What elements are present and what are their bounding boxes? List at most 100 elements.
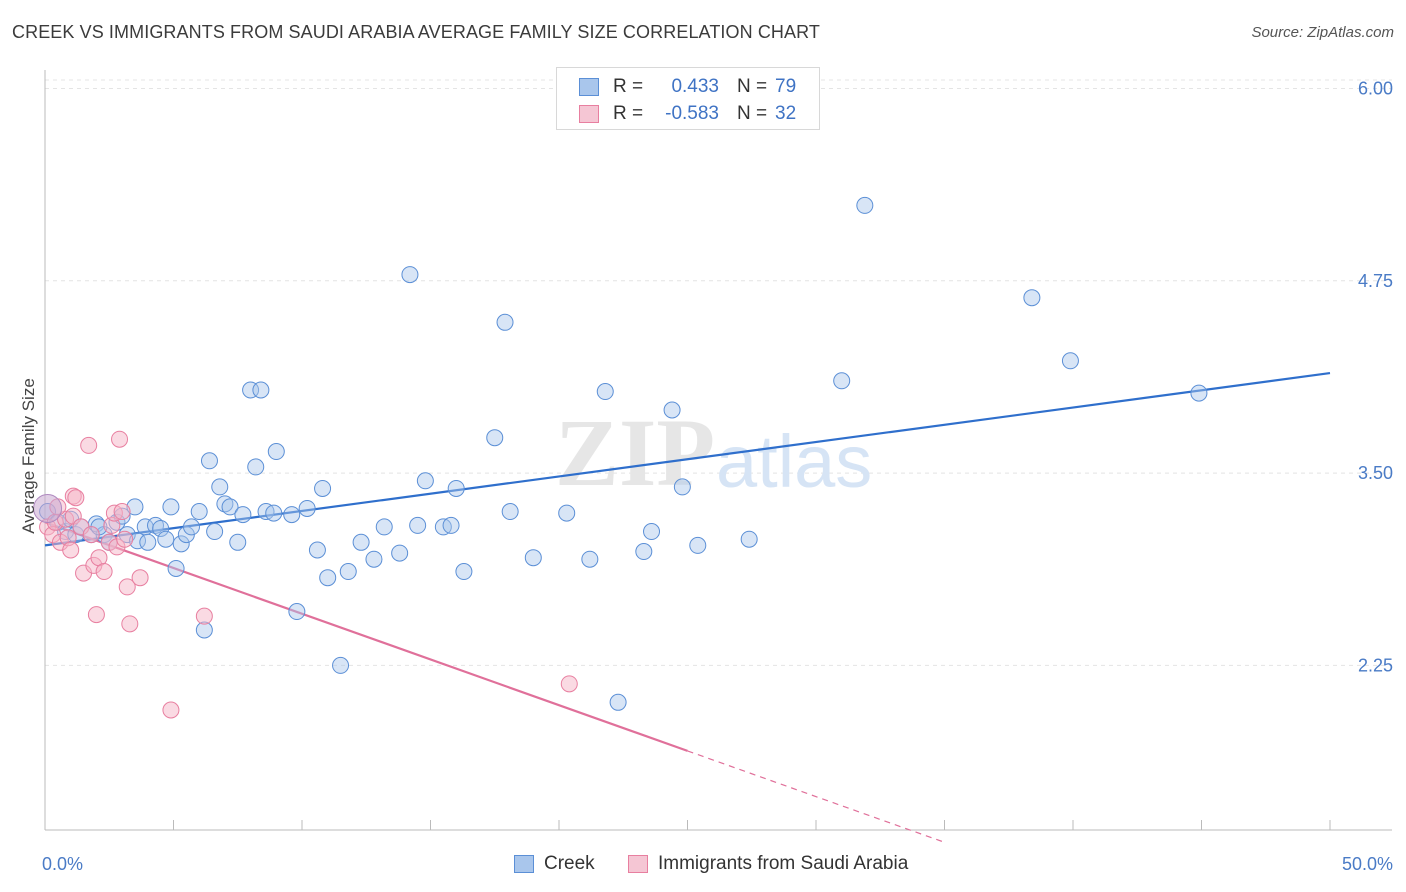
- creek-point: [609, 693, 627, 711]
- creek-point: [558, 504, 576, 522]
- creek-point: [416, 472, 434, 490]
- creek-point: [663, 401, 681, 419]
- y-tick-label: 4.75: [1358, 271, 1393, 291]
- creek-point: [1023, 289, 1041, 307]
- creek-point: [524, 549, 542, 567]
- creek-point: [332, 656, 350, 674]
- legend-row-creek: R = 0.433 N = 79: [579, 75, 796, 99]
- creek-r-value: 0.433: [671, 76, 719, 97]
- saudi-point: [118, 578, 136, 596]
- creek-point: [501, 503, 519, 521]
- creek-point: [496, 313, 514, 331]
- watermark-atlas: atlas: [716, 420, 872, 503]
- creek-point: [447, 479, 465, 497]
- saudi-point: [131, 569, 149, 587]
- saudi-r-label: R =: [613, 103, 644, 124]
- correlation-legend: R = 0.433 N = 79 R = -0.583 N = 32: [556, 67, 820, 130]
- grid-lines: [45, 79, 1392, 666]
- creek-point: [206, 523, 224, 541]
- creek-trend-line: [44, 371, 1331, 547]
- creek-point: [375, 518, 393, 536]
- creek-point: [689, 536, 707, 554]
- creek-point: [319, 569, 337, 587]
- creek-point: [486, 429, 504, 447]
- bottom-saudi-label: Immigrants from Saudi Arabia: [658, 853, 909, 874]
- creek-point: [635, 543, 653, 561]
- creek-point: [216, 495, 234, 513]
- creek-point: [391, 544, 409, 562]
- y-tick-label: 6.00: [1358, 78, 1393, 98]
- saudi-n-label: N =: [737, 103, 768, 124]
- creek-point: [152, 519, 170, 537]
- saudi-point: [116, 530, 134, 548]
- y-tick-label: 3.50: [1358, 463, 1393, 483]
- creek-r-label: R =: [613, 76, 644, 97]
- creek-n-value: 79: [775, 76, 797, 97]
- cluster-point: [33, 493, 63, 523]
- creek-point: [234, 506, 252, 524]
- creek-point: [247, 458, 265, 476]
- tick-labels: 2.25 3.50 4.75 6.00 0.0% 50.0%: [42, 78, 1393, 874]
- creek-point: [265, 504, 283, 522]
- creek-point: [288, 603, 306, 621]
- creek-point: [200, 452, 218, 470]
- saudi-point: [560, 675, 578, 693]
- creek-point: [308, 541, 326, 559]
- saudi-swatch: [579, 105, 599, 123]
- creek-n-label: N =: [737, 76, 768, 97]
- creek-point: [1190, 384, 1208, 402]
- creek-point: [298, 499, 316, 517]
- saudi-point: [113, 503, 131, 521]
- creek-point: [455, 563, 473, 581]
- creek-point: [167, 559, 185, 577]
- creek-point: [182, 518, 200, 536]
- creek-point: [147, 516, 165, 534]
- saudi-point: [80, 436, 98, 454]
- y-axis-label: Average Family Size: [19, 378, 38, 534]
- saudi-point: [195, 607, 213, 625]
- bottom-creek-label: Creek: [544, 853, 595, 874]
- creek-point: [833, 372, 851, 390]
- creek-point: [267, 443, 285, 461]
- saudi-trend-line: [44, 521, 688, 752]
- bottom-legend-saudi: Immigrants from Saudi Arabia: [628, 852, 908, 876]
- creek-point: [229, 533, 247, 551]
- creek-point: [190, 503, 208, 521]
- creek-point: [581, 550, 599, 568]
- saudi-point: [87, 606, 105, 624]
- x-tick-label-max: 50.0%: [1342, 854, 1393, 874]
- saudi-point: [82, 526, 100, 544]
- y-tick-label: 2.25: [1358, 655, 1393, 675]
- source-label: Source: ZipAtlas.com: [1251, 24, 1394, 41]
- creek-point: [252, 381, 270, 399]
- creek-point: [740, 530, 758, 548]
- saudi-r-value: -0.583: [665, 103, 719, 124]
- bottom-creek-swatch: [514, 855, 534, 873]
- creek-point: [596, 383, 614, 401]
- creek-point: [172, 535, 190, 553]
- bottom-legend-creek: Creek: [514, 852, 595, 876]
- creek-point: [409, 516, 427, 534]
- creek-point: [162, 498, 180, 516]
- creek-point: [314, 479, 332, 497]
- saudi-point: [121, 615, 139, 633]
- saudi-point: [95, 563, 113, 581]
- creek-point: [856, 196, 874, 214]
- trend-lines: [44, 371, 1331, 843]
- creek-point: [139, 533, 157, 551]
- creek-point: [1061, 352, 1079, 370]
- creek-point: [673, 478, 691, 496]
- creek-point: [157, 530, 175, 548]
- saudi-point: [162, 701, 180, 719]
- creek-point: [211, 478, 229, 496]
- axes: [44, 70, 1392, 831]
- x-tick-label-min: 0.0%: [42, 854, 83, 874]
- legend-row-saudi: R = -0.583 N = 32: [579, 102, 796, 126]
- chart-title: CREEK VS IMMIGRANTS FROM SAUDI ARABIA AV…: [12, 22, 820, 42]
- creek-point: [365, 550, 383, 568]
- creek-point: [283, 506, 301, 524]
- creek-point: [221, 498, 239, 516]
- saudi-point: [67, 489, 85, 507]
- creek-point: [352, 533, 370, 551]
